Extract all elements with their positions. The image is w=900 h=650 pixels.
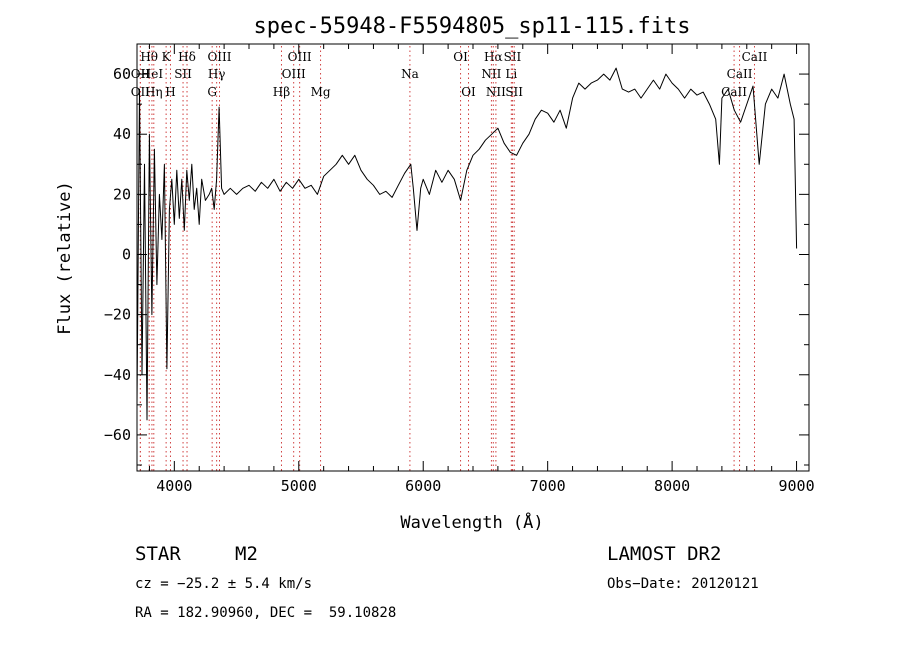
spectrum-line-0 [136,67,798,421]
line-label-4: Hη [145,85,163,99]
line-label-3: HeI [141,67,164,81]
x-tick-label: 8000 [654,477,690,495]
chart-title: spec-55948-F5594805_sp11-115.fits [253,14,690,39]
observation-date: Obs−Date: 20120121 [607,576,759,592]
line-label-6: H [165,85,175,99]
line-label-12: Hβ [273,85,290,99]
line-label-8: Hδ [178,50,196,64]
line-label-27: CaII [721,85,747,99]
x-axis-label: Wavelength (Å) [400,511,543,533]
y-axis-label: Flux (relative) [55,181,75,335]
line-label-1: Hθ [140,50,158,64]
line-label-20: SII [504,50,522,64]
line-label-21: NII [481,67,501,81]
y-tick-label: 20 [113,185,131,203]
line-label-22: Li [505,67,517,81]
object-subclass: M2 [235,543,258,565]
line-label-18: OI [461,85,476,99]
plot-frame [136,43,810,472]
redshift-cz: cz = −25.2 ± 5.4 km/s [135,576,313,592]
line-label-5: K [162,50,172,64]
line-label-16: Na [401,67,419,81]
x-tick-label: 7000 [530,477,566,495]
spectrum-series [136,67,798,421]
y-tick-label: −60 [104,426,131,444]
survey-name: LAMOST DR2 [607,543,722,565]
line-label-25: CaII [742,50,768,64]
x-tick-label: 5000 [281,477,317,495]
line-label-11: G [207,85,217,99]
line-label-13: OIII [288,50,312,64]
line-label-17: OI [453,50,468,64]
line-label-9: OIII [207,50,231,64]
line-label-24: SII [505,85,523,99]
line-label-14: OIII [282,67,306,81]
ra-dec-coordinates: RA = 182.90960, DEC = 59.10828 [135,605,397,621]
y-tick-label: 60 [113,65,131,83]
y-tick-label: −20 [104,306,131,324]
x-tick-label: 9000 [778,477,814,495]
object-type: STAR [135,543,181,565]
y-tick-label: 0 [122,245,131,263]
line-label-26: CaII [727,67,753,81]
line-label-15: Mg [311,85,331,99]
x-tick-label: 6000 [405,477,441,495]
y-tick-label: 40 [113,125,131,143]
line-label-7: SII [174,67,192,81]
y-axis: −60 −40 −20 0 20 40 60 [104,43,809,466]
x-tick-label: 4000 [156,477,192,495]
y-tick-label: −40 [104,366,131,384]
line-label-23: NII [486,85,506,99]
x-axis: 4000 5000 6000 7000 8000 9000 [148,44,815,495]
line-label-10: Hγ [208,67,226,81]
line-label-19: Hα [484,50,503,64]
